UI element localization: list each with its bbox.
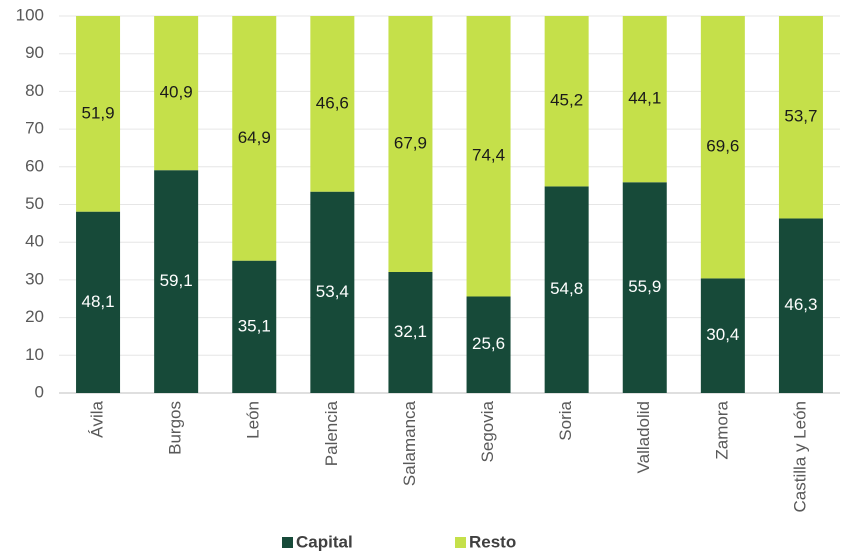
y-tick-label: 10 xyxy=(25,345,44,364)
y-tick-label: 20 xyxy=(25,307,44,326)
bar-segment xyxy=(388,16,433,272)
bar-segment xyxy=(622,16,667,183)
y-tick-label: 90 xyxy=(25,43,44,62)
x-tick-label: Soria xyxy=(556,400,575,440)
value-label: 53,7 xyxy=(784,107,817,126)
bar-segment xyxy=(778,218,823,393)
value-label: 40,9 xyxy=(160,83,193,102)
y-tick-label: 30 xyxy=(25,269,44,288)
x-tick-label: Burgos xyxy=(166,401,185,455)
value-label: 46,3 xyxy=(784,295,817,314)
bar-segment xyxy=(154,16,199,171)
x-tick-label: Valladolid xyxy=(634,401,653,473)
value-label: 45,2 xyxy=(550,91,583,110)
bar-segment xyxy=(76,211,121,393)
x-tick-label: Castilla y León xyxy=(790,401,809,513)
value-label: 51,9 xyxy=(82,103,115,122)
bar-segment xyxy=(466,16,511,297)
bar-segment xyxy=(310,191,355,393)
bar-segment xyxy=(310,16,355,192)
value-label: 54,8 xyxy=(550,279,583,298)
y-tick-label: 60 xyxy=(25,156,44,175)
y-tick-label: 80 xyxy=(25,81,44,100)
x-tick-label: Salamanca xyxy=(400,400,419,486)
x-tick-label: Palencia xyxy=(322,400,341,466)
value-label: 53,4 xyxy=(316,282,349,301)
bar-segment xyxy=(544,16,589,187)
x-tick-label: Ávila xyxy=(88,400,107,437)
value-label: 44,1 xyxy=(628,89,661,108)
value-label: 64,9 xyxy=(238,128,271,147)
bar-segment xyxy=(778,16,823,219)
bar-segment xyxy=(388,271,433,393)
value-label: 32,1 xyxy=(394,322,427,341)
value-label: 55,9 xyxy=(628,277,661,296)
y-tick-label: 50 xyxy=(25,194,44,213)
bar-segment xyxy=(622,182,667,393)
legend-label: Resto xyxy=(469,532,516,551)
value-label: 59,1 xyxy=(160,271,193,290)
value-label: 69,6 xyxy=(706,137,739,156)
x-tick-label: León xyxy=(244,401,263,439)
bar-segment xyxy=(700,278,745,393)
bar-segment xyxy=(466,296,511,393)
legend-swatch xyxy=(455,537,466,548)
value-label: 74,4 xyxy=(472,146,505,165)
value-label: 35,1 xyxy=(238,316,271,335)
bar-segment xyxy=(700,16,745,279)
y-tick-label: 100 xyxy=(16,5,44,24)
y-tick-label: 40 xyxy=(25,232,44,251)
bar-segment xyxy=(232,260,277,393)
y-tick-label: 70 xyxy=(25,119,44,138)
bar-segment xyxy=(76,16,121,212)
x-tick-label: Zamora xyxy=(712,400,731,459)
value-label: 46,6 xyxy=(316,93,349,112)
bar-segment xyxy=(544,186,589,393)
bar-segment xyxy=(154,170,199,393)
legend-swatch xyxy=(282,537,293,548)
y-tick-label: 0 xyxy=(35,382,44,401)
value-label: 25,6 xyxy=(472,334,505,353)
value-label: 30,4 xyxy=(706,325,739,344)
bar-segment xyxy=(232,16,277,261)
legend-label: Capital xyxy=(296,532,353,551)
value-label: 67,9 xyxy=(394,133,427,152)
x-tick-label: Segovia xyxy=(478,400,497,462)
value-label: 48,1 xyxy=(82,292,115,311)
